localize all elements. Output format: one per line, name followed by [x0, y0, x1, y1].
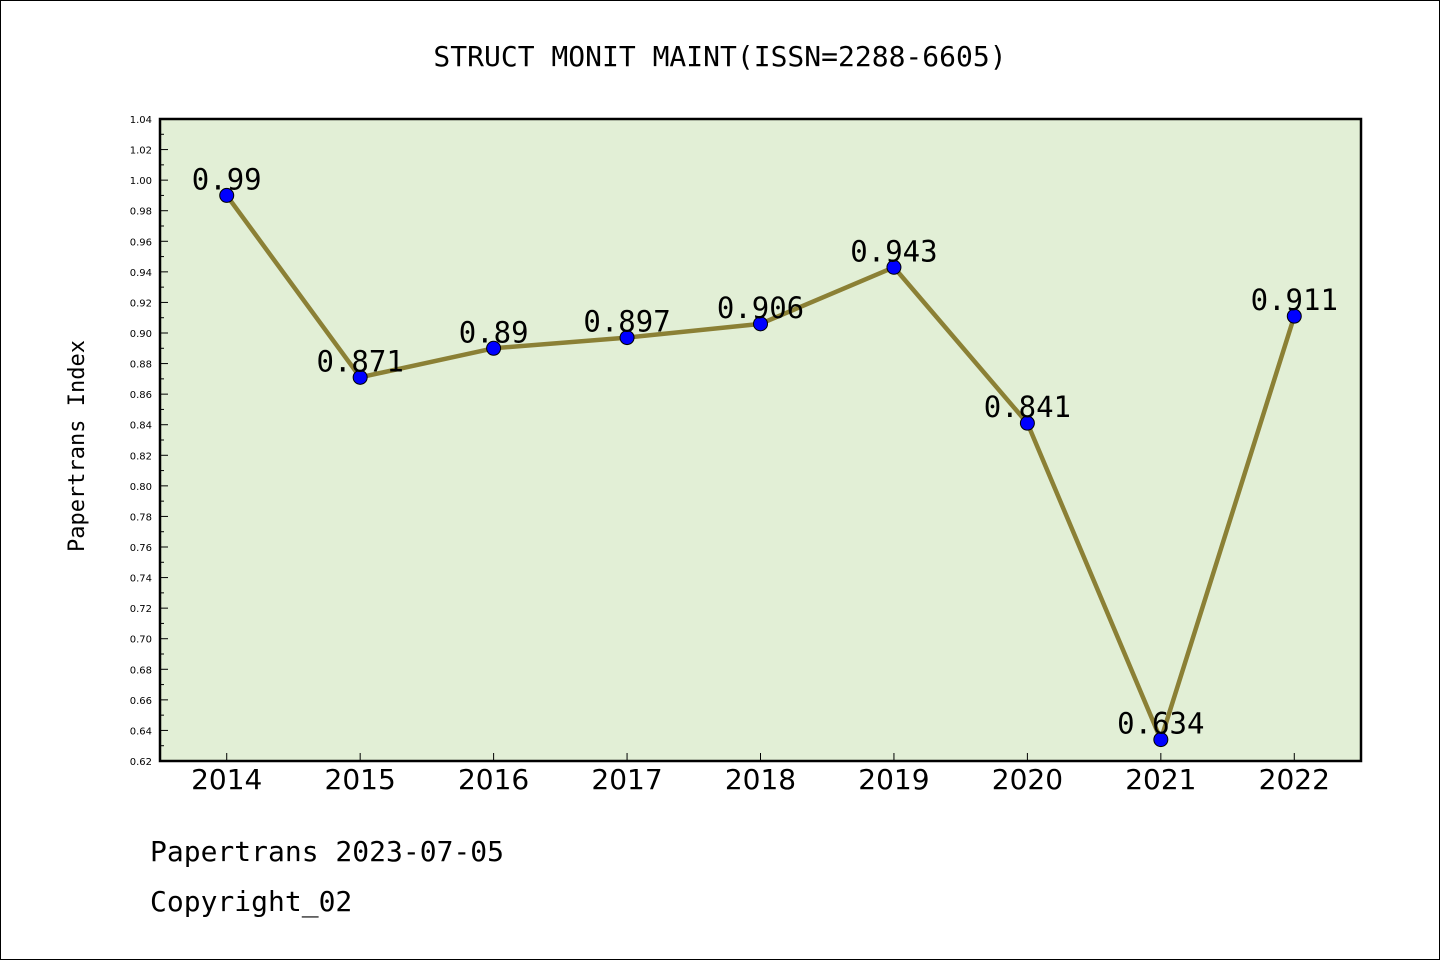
- x-tick-label: 2022: [1259, 763, 1330, 796]
- footer-copyright: Copyright_02: [150, 885, 353, 918]
- y-tick-label: 0.98: [130, 207, 152, 218]
- y-tick-label: 0.64: [130, 726, 152, 737]
- data-point: [486, 340, 502, 356]
- data-label: 0.906: [717, 291, 804, 325]
- y-tick-label: 0.94: [130, 268, 152, 279]
- data-label: 0.943: [850, 234, 937, 268]
- data-label: 0.897: [583, 305, 670, 339]
- x-tick-label: 2018: [725, 763, 796, 796]
- x-tick-label: 2016: [458, 763, 529, 796]
- data-label: 0.89: [459, 315, 529, 349]
- y-tick-label: 0.80: [130, 482, 152, 493]
- x-tick-label: 2017: [591, 763, 662, 796]
- data-point: [753, 316, 768, 332]
- x-tick-label: 2015: [325, 763, 396, 796]
- data-point: [1153, 732, 1169, 748]
- data-label: 0.634: [1117, 707, 1204, 741]
- y-tick-label: 0.92: [130, 298, 152, 309]
- data-label: 0.871: [317, 344, 404, 378]
- x-tick-label: 2020: [992, 763, 1063, 796]
- y-tick-label: 0.72: [130, 604, 152, 615]
- y-tick-label: 0.90: [130, 329, 152, 340]
- y-tick-label: 0.76: [130, 543, 152, 554]
- y-tick-label: 0.78: [130, 512, 152, 523]
- y-tick-label: 0.84: [130, 421, 152, 432]
- series-markers: [219, 187, 1302, 748]
- y-tick-label: 0.82: [130, 451, 152, 462]
- y-axis-label: Papertrans Index: [65, 340, 90, 552]
- y-tick-label: 0.88: [130, 360, 152, 371]
- x-tick-label: 2021: [1125, 763, 1196, 796]
- y-tick-label: 1.02: [130, 146, 152, 157]
- y-tick-label: 0.86: [130, 390, 152, 401]
- data-label: 0.911: [1251, 283, 1338, 317]
- y-tick-label: 0.62: [130, 757, 152, 768]
- y-tick-label: 0.70: [130, 635, 152, 646]
- data-label: 0.99: [192, 162, 262, 196]
- x-tick-label: 2014: [191, 763, 262, 796]
- data-point: [886, 259, 902, 275]
- chart-title: STRUCT MONIT MAINT(ISSN=2288-6605): [433, 40, 1006, 73]
- y-tick-label: 0.68: [130, 665, 152, 676]
- data-point: [219, 187, 235, 203]
- plot-area: [158, 117, 1363, 763]
- y-tick-label: 0.74: [130, 574, 152, 585]
- data-labels: 0.99 0.871 0.89 0.897 0.906 0.943 0.841 0.634 0.…: [192, 162, 1338, 740]
- y-tick-label: 1.00: [130, 176, 152, 187]
- y-tick-label: 0.96: [130, 237, 152, 248]
- footer-date: Papertrans 2023-07-05: [150, 835, 505, 868]
- data-point: [1286, 308, 1302, 324]
- data-point: [1019, 415, 1035, 431]
- x-tick-label: 2019: [858, 763, 929, 796]
- data-point: [619, 330, 635, 346]
- data-point: [352, 369, 368, 385]
- y-tick-label: 1.04: [130, 115, 152, 126]
- data-label: 0.841: [984, 390, 1071, 424]
- y-tick-label: 0.66: [130, 696, 152, 707]
- y-axis: 0.62 0.64 0.66 0.68 0.70 0.72 0.74 0.76 0.78 0.80…: [130, 115, 168, 768]
- x-axis: 2014 2015 2016 2017 2018 2019 2020 2021 2022: [191, 753, 1330, 796]
